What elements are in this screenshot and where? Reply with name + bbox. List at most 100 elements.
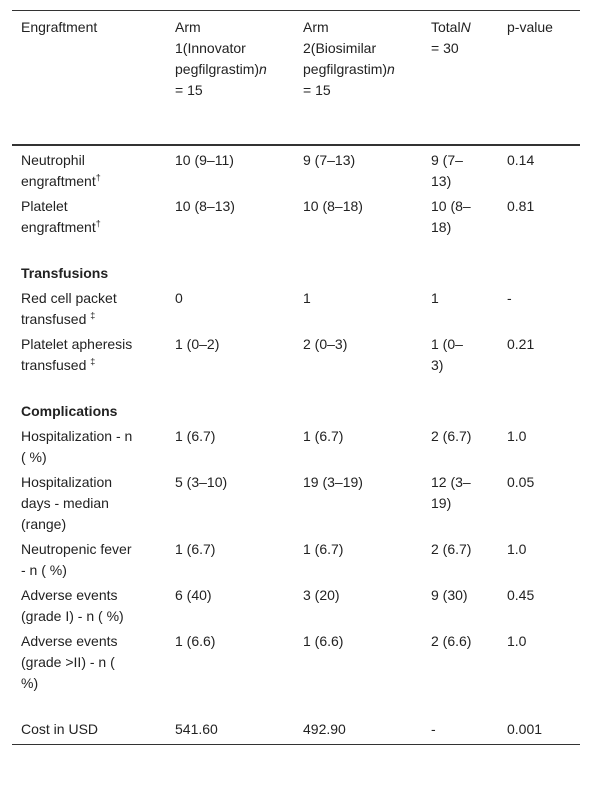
- table-cell: 0.001: [498, 696, 580, 745]
- table-cell: 5 (3–10): [166, 470, 294, 537]
- table-cell: 541.60: [166, 696, 294, 745]
- table-row: Platelet apheresis transfused ‡ 1 (0–2) 2 …: [12, 332, 580, 378]
- cell-text: 9 (30): [431, 587, 468, 603]
- cell-text: 0.81: [507, 198, 535, 214]
- table-cell: 1.0: [498, 424, 580, 470]
- cell-text: Arm 1(Innovator pegfilgrastim): [175, 19, 260, 77]
- table-cell: Red cell packet transfused ‡: [12, 286, 166, 332]
- cell-italic: n: [259, 61, 267, 77]
- cell-text: Neutropenic fever - n ( %): [21, 541, 132, 578]
- table-cell: -: [422, 696, 498, 745]
- table-cell: 0.21: [498, 332, 580, 378]
- footnote-mark: †: [95, 172, 101, 183]
- table-cell: 2 (0–3): [294, 332, 422, 378]
- table-cell: Hospitalization - n ( %): [12, 424, 166, 470]
- table-cell: 10 (8–18): [294, 194, 422, 240]
- cell-text: 10 (8–18): [431, 198, 471, 235]
- table-cell: 1: [422, 286, 498, 332]
- cell-text: Hospitalization days - median (range): [21, 474, 113, 532]
- table-cell: 1 (6.7): [294, 424, 422, 470]
- cell-text: 10 (8–13): [175, 198, 235, 214]
- cell-text: 5 (3–10): [175, 474, 228, 490]
- table-cell: 10 (8–13): [166, 194, 294, 240]
- footnote-mark: ‡: [90, 356, 96, 367]
- footnote-mark: ‡: [90, 310, 96, 321]
- table-cell: Neutropenic fever - n ( %): [12, 537, 166, 583]
- cell-text: Neutrophil engraftment: [21, 152, 96, 189]
- cell-text: 1 (6.7): [303, 541, 344, 557]
- cell-text: 0.45: [507, 587, 535, 603]
- table-row: Neutropenic fever - n ( %) 1 (6.7) 1 (6.7)…: [12, 537, 580, 583]
- cell-text: p-value: [507, 19, 553, 35]
- cell-text: 0.05: [507, 474, 535, 490]
- cell-text: 2 (6.7): [431, 541, 472, 557]
- cell-text: 9 (7–13): [303, 152, 356, 168]
- cell-text: Total: [431, 19, 461, 35]
- table-row: Platelet engraftment† 10 (8–13) 10 (8–18) 1…: [12, 194, 580, 240]
- cell-text: Cost in USD: [21, 721, 99, 737]
- table-cell: 1 (6.7): [166, 424, 294, 470]
- section-label: Transfusions: [21, 265, 109, 281]
- table-cell: 3 (20): [294, 583, 422, 629]
- cell-text: 1 (6.6): [175, 633, 216, 649]
- table-cell: 2 (6.7): [422, 537, 498, 583]
- table-cell: Neutrophil engraftment†: [12, 145, 166, 194]
- table-cell: p-value: [498, 10, 580, 146]
- table-cell: 2 (6.7): [422, 424, 498, 470]
- cell-text: 2 (0–3): [303, 336, 348, 352]
- cell-text: 0.14: [507, 152, 535, 168]
- table-row: Complications: [12, 378, 580, 424]
- table-cell: 1.0: [498, 537, 580, 583]
- table-cell: 9 (30): [422, 583, 498, 629]
- cell-text: -: [431, 721, 436, 737]
- section-label: Complications: [21, 403, 118, 419]
- cell-text: 0.001: [507, 721, 543, 737]
- table-cell: 1 (6.6): [166, 629, 294, 696]
- table-row: Transfusions: [12, 240, 580, 286]
- cell-text: = 15: [303, 82, 331, 98]
- cell-text: 10 (8–18): [303, 198, 363, 214]
- table-header: Engraftment Arm 1(Innovator pegfilgrastim…: [12, 10, 580, 146]
- table-row: Cost in USD 541.60 492.90 - 0.001: [12, 696, 580, 745]
- cell-italic: N: [460, 19, 471, 35]
- table-row: Hospitalization - n ( %) 1 (6.7) 1 (6.7) 2 …: [12, 424, 580, 470]
- cell-text: = 15: [175, 82, 203, 98]
- cell-text: 10 (9–11): [175, 152, 234, 168]
- table-cell: 0.05: [498, 470, 580, 537]
- table-cell: Arm 2(Biosimilar pegfilgrastim)n = 15: [294, 10, 422, 146]
- cell-text: Red cell packet transfused: [21, 290, 117, 327]
- cell-text: Hospitalization - n ( %): [21, 428, 133, 465]
- cell-text: 541.60: [175, 721, 218, 737]
- cell-text: 1: [431, 290, 439, 306]
- cell-text: Engraftment: [21, 19, 98, 35]
- table-cell: 1 (0–3): [422, 332, 498, 378]
- table-cell: 9 (7–13): [422, 145, 498, 194]
- table-body: Neutrophil engraftment† 10 (9–11) 9 (7–13)…: [12, 145, 580, 745]
- table-cell: 492.90: [294, 696, 422, 745]
- footnote-mark: †: [95, 218, 101, 229]
- cell-text: 1.0: [507, 428, 527, 444]
- table-cell: Platelet engraftment†: [12, 194, 166, 240]
- cell-text: 0: [175, 290, 183, 306]
- table-cell: 2 (6.6): [422, 629, 498, 696]
- table-cell: 10 (8–18): [422, 194, 498, 240]
- cell-text: 12 (3–19): [431, 474, 471, 511]
- cell-text: Adverse events (grade >II) - n ( %): [21, 633, 118, 691]
- table-cell: 1 (6.6): [294, 629, 422, 696]
- cell-text: -: [507, 290, 512, 306]
- cell-text: 1: [303, 290, 311, 306]
- cell-text: 1 (0–2): [175, 336, 220, 352]
- cell-text: Platelet apheresis transfused: [21, 336, 133, 373]
- cell-text: 19 (3–19): [303, 474, 363, 490]
- table-cell: 1 (6.7): [166, 537, 294, 583]
- data-table: Engraftment Arm 1(Innovator pegfilgrastim…: [12, 10, 580, 745]
- cell-text: 1 (6.7): [175, 541, 216, 557]
- cell-text: 1.0: [507, 541, 527, 557]
- table-cell: 6 (40): [166, 583, 294, 629]
- table-cell: Platelet apheresis transfused ‡: [12, 332, 166, 378]
- table-cell: 10 (9–11): [166, 145, 294, 194]
- table-row: Hospitalization days - median (range) 5 (…: [12, 470, 580, 537]
- table-cell: 0: [166, 286, 294, 332]
- table-cell: 0.45: [498, 583, 580, 629]
